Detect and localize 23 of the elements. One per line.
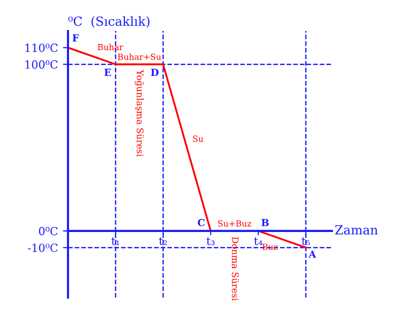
y-tick-label: 110⁰C — [25, 44, 58, 52]
y-tick-label: -10⁰C — [28, 244, 58, 252]
annotation: Su — [193, 136, 204, 142]
annotation: Su+Buz — [218, 220, 252, 227]
annotation: Yoğunlaşma Süresi — [134, 70, 144, 157]
x-tick-label: t₄ — [254, 237, 262, 246]
x-tick-label: t₃ — [206, 237, 215, 246]
y-axis-title: ⁰C (Sıcaklık) — [68, 16, 150, 28]
x-tick-label: t₅ — [302, 237, 310, 246]
x-tick-label: t₁ — [111, 237, 120, 246]
x-tick-label: t₂ — [158, 237, 167, 246]
annotation: B — [262, 219, 269, 226]
annotation: A — [308, 250, 316, 258]
annotation: C — [198, 218, 205, 226]
y-tick-label: 100⁰C — [25, 60, 58, 69]
annotation: E — [104, 68, 111, 76]
y-tick-label: 0⁰C — [38, 226, 58, 236]
annotation: Buhar — [98, 44, 124, 50]
annotation: F — [72, 34, 79, 42]
annotation: Donma Süresi — [232, 237, 239, 301]
annotation: D — [150, 68, 159, 76]
x-axis-title: Zaman — [335, 225, 378, 235]
annotation: Buhar+Su — [118, 53, 161, 60]
